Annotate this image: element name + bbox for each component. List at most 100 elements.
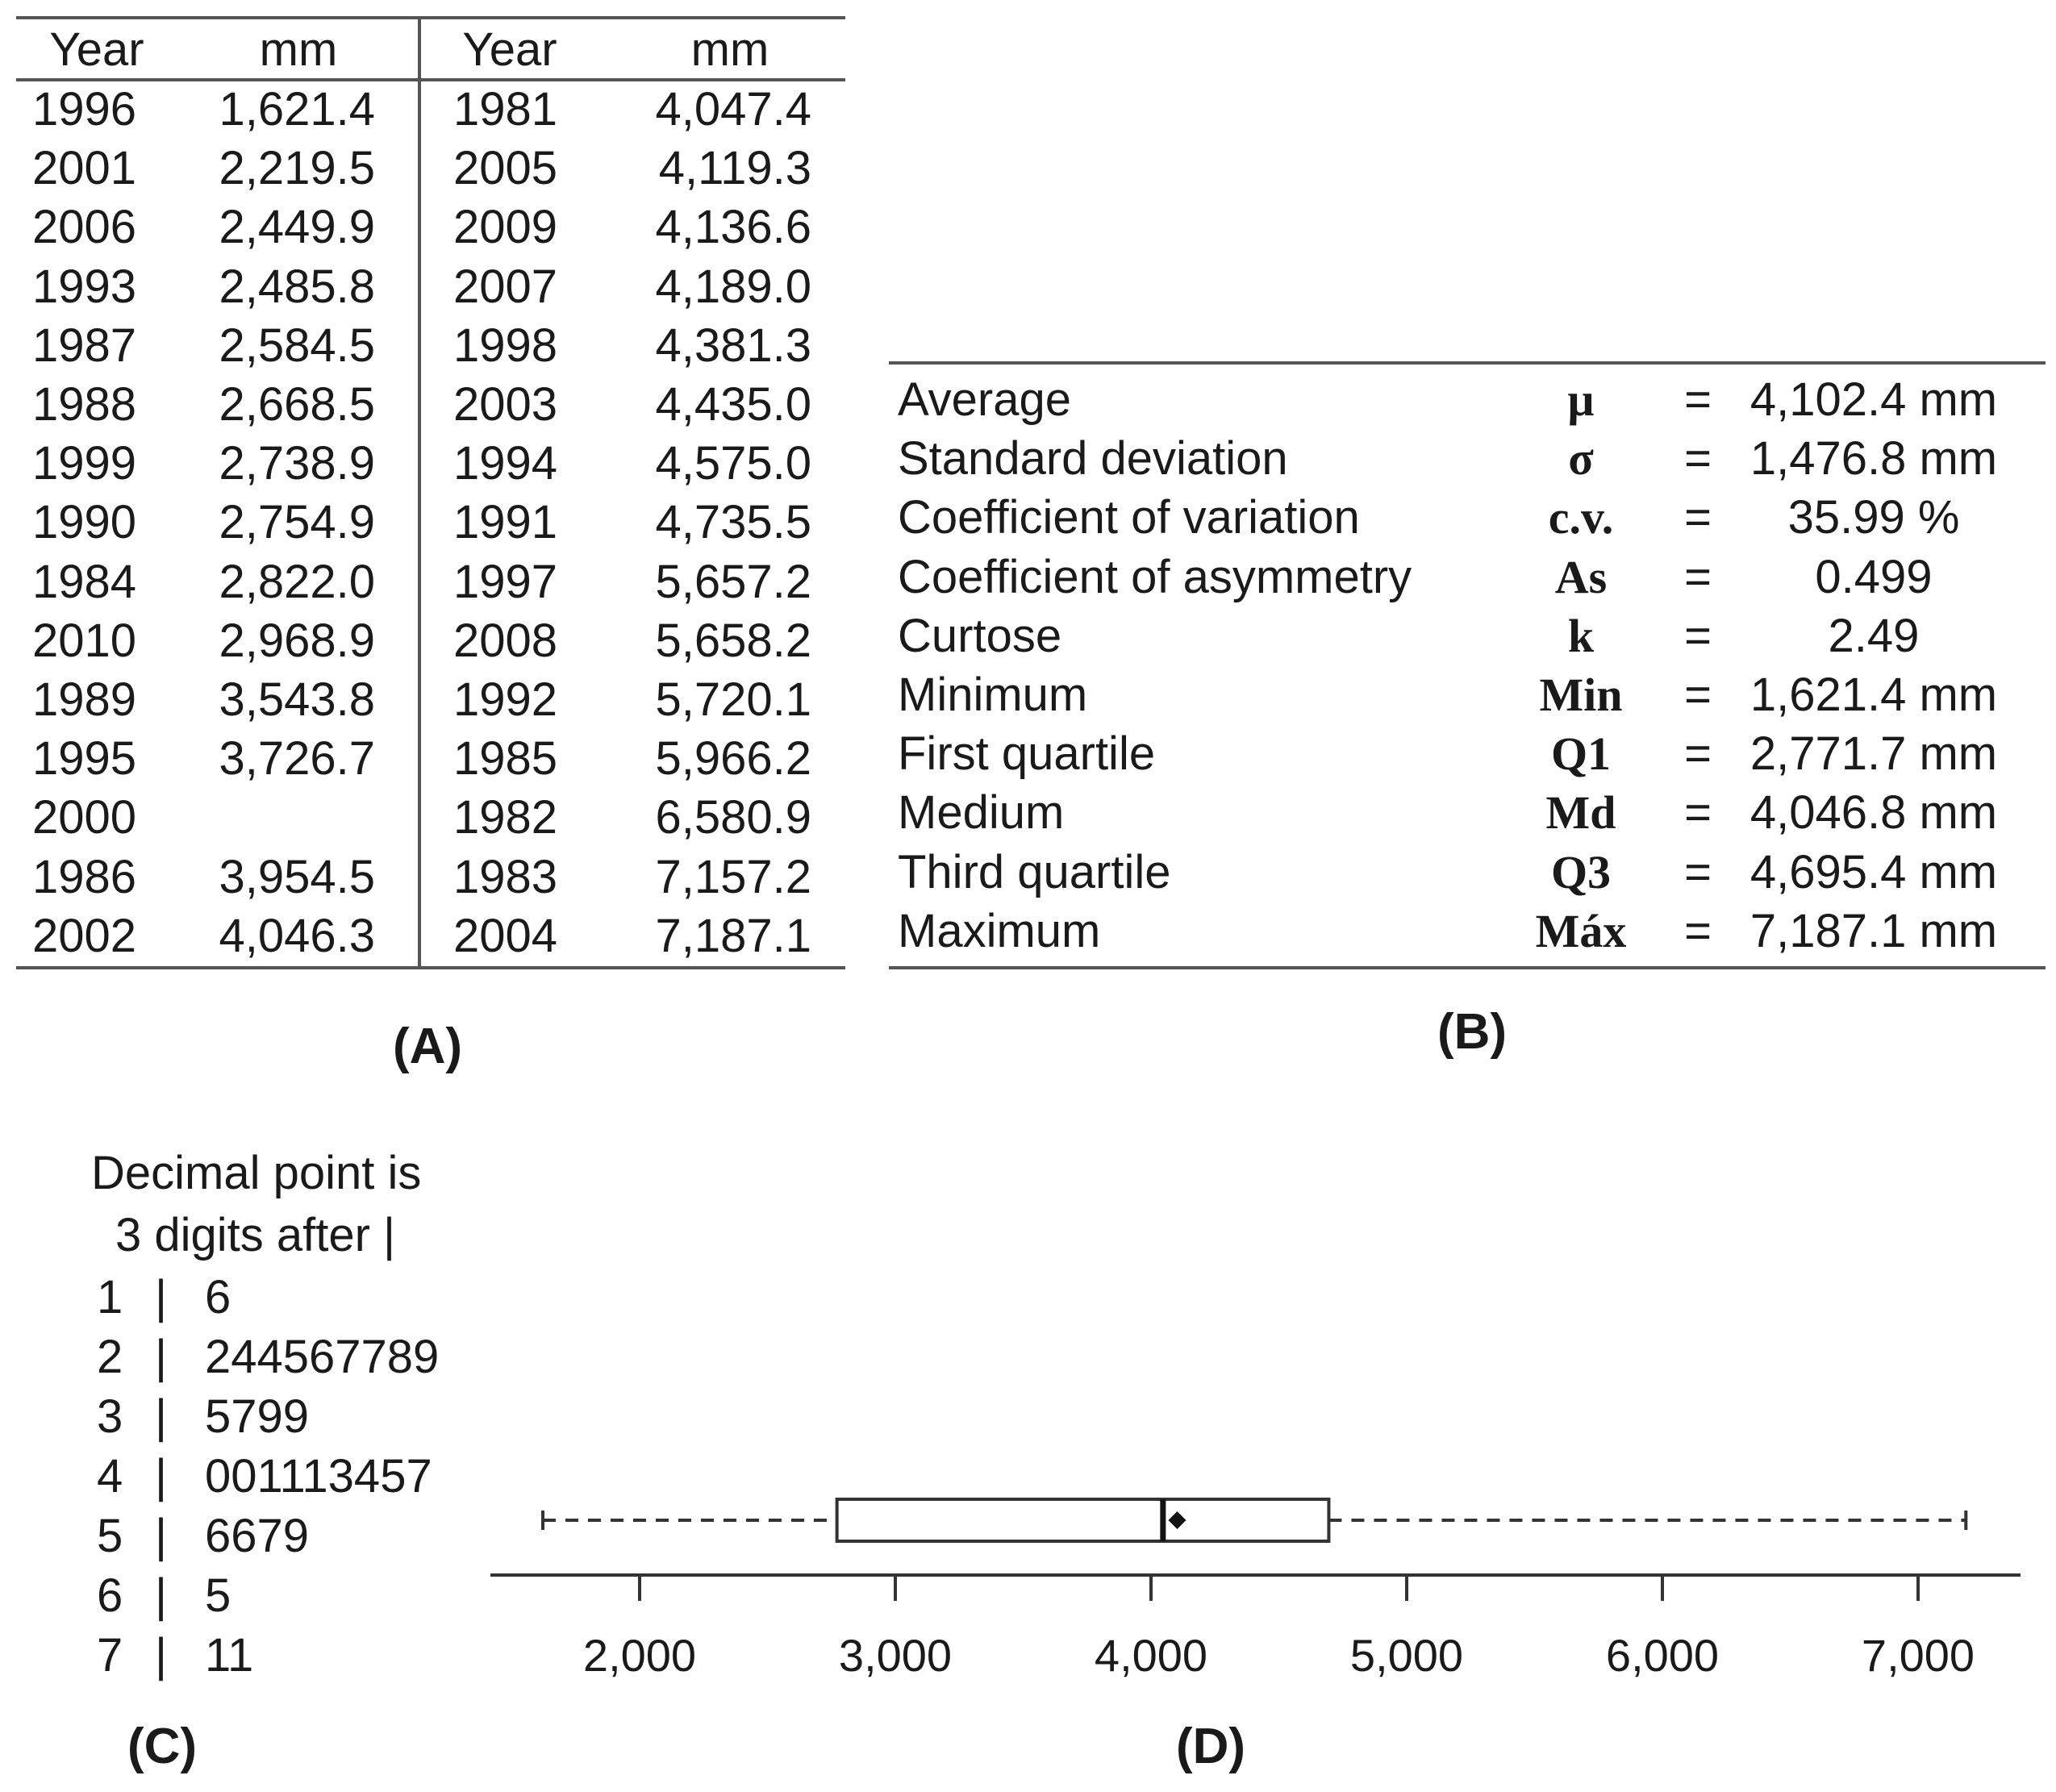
stem-separator: | xyxy=(155,1450,168,1502)
table-a-mm-cell: 2,449.9 xyxy=(219,201,375,254)
panel-c-label: (C) xyxy=(127,1719,198,1774)
stat-value: 4,102.4 mm xyxy=(1749,373,1998,426)
table-a-year-cell: 1996 xyxy=(32,83,137,135)
stem-separator: | xyxy=(155,1569,168,1622)
table-a-header-rule xyxy=(16,78,845,81)
table-a-mm-cell: 3,954.5 xyxy=(219,850,375,903)
stat-symbol: Máx xyxy=(1535,904,1627,957)
table-a-mm-cell: 2,219.5 xyxy=(219,142,375,195)
table-a-year-cell: 2003 xyxy=(453,378,558,431)
stem-value: 6 xyxy=(97,1569,123,1622)
panel-d-label: (D) xyxy=(1176,1719,1246,1774)
table-a-mm-cell: 2,968.9 xyxy=(219,614,375,667)
table-a-mm-cell: 4,046.3 xyxy=(219,909,375,962)
table-a-mm-cell: 4,575.0 xyxy=(655,437,811,490)
stat-value: 4,695.4 mm xyxy=(1749,845,1998,898)
table-a-mm-cell: 4,047.4 xyxy=(655,83,811,135)
leaf-values: 11 xyxy=(205,1629,254,1682)
table-a-year-cell: 2002 xyxy=(32,909,137,962)
stat-value: 0.499 xyxy=(1815,550,1933,603)
stat-symbol: Q3 xyxy=(1550,845,1612,898)
table-a-year-cell: 1997 xyxy=(453,555,558,608)
stat-equals: = xyxy=(1684,845,1712,898)
stat-name: Standard deviation xyxy=(898,432,1288,486)
stat-name: Coefficient of asymmetry xyxy=(898,550,1412,603)
table-a-year-cell: 1993 xyxy=(32,260,137,313)
panel-b-label: (B) xyxy=(1437,1004,1508,1060)
table-a-year-cell: 2004 xyxy=(453,909,558,962)
stat-symbol: μ xyxy=(1567,373,1595,426)
stat-symbol: Md xyxy=(1545,786,1616,840)
stat-symbol: c.v. xyxy=(1548,491,1614,544)
panel-a-label: (A) xyxy=(393,1019,463,1074)
table-b-bottom-rule xyxy=(889,966,2046,969)
table-a-year-cell: 1987 xyxy=(32,319,137,372)
table-a-year-cell: 2000 xyxy=(32,791,137,844)
stat-value: 35.99 % xyxy=(1787,491,1960,544)
stat-equals: = xyxy=(1684,609,1712,662)
table-a-mm-cell: 7,187.1 xyxy=(655,909,811,962)
stat-value: 2,771.7 mm xyxy=(1749,727,1998,781)
table-a-year-cell: 2009 xyxy=(453,201,558,254)
box-plot-tick-label: 6,000 xyxy=(1606,1630,1719,1681)
table-a-year-cell: 1999 xyxy=(32,437,137,490)
stem-separator: | xyxy=(155,1390,168,1443)
stat-value: 2.49 xyxy=(1828,609,1920,662)
stem-value: 1 xyxy=(97,1271,123,1323)
stat-symbol: Q1 xyxy=(1550,727,1612,781)
table-a-mm-cell: 4,189.0 xyxy=(655,260,811,313)
table-a-mm-cell: 4,435.0 xyxy=(655,378,811,431)
table-a-mm-cell: 4,136.6 xyxy=(655,201,811,254)
stat-equals: = xyxy=(1684,669,1712,721)
table-a-year-cell: 1988 xyxy=(32,378,137,431)
table-a-header-mm-2: mm xyxy=(690,23,769,76)
stat-name: Maximum xyxy=(898,904,1101,957)
table-a-mm-cell: 2,584.5 xyxy=(219,319,375,372)
stem-value: 3 xyxy=(97,1390,123,1443)
table-a-mm-cell: 6,580.9 xyxy=(655,791,811,844)
stat-name: Third quartile xyxy=(898,845,1171,898)
box-plot-iqr-box xyxy=(835,1498,1331,1543)
box-plot-ticks: 2,000 3,000 4,000 5,000 6,000 7,000 xyxy=(583,1575,1975,1681)
stem-separator: | xyxy=(155,1271,168,1323)
stem-leaf-title-line-2: 3 digits after | xyxy=(115,1209,396,1261)
stem-separator: | xyxy=(155,1629,168,1682)
stem-value: 4 xyxy=(97,1450,123,1502)
table-a-mm-cell: 4,119.3 xyxy=(658,142,811,195)
stat-symbol: k xyxy=(1567,609,1595,662)
stat-symbol: Min xyxy=(1539,669,1623,721)
table-a-year-cell: 1998 xyxy=(453,319,558,372)
table-a-year-cell: 1990 xyxy=(32,496,137,549)
table-a-year-cell: 2005 xyxy=(453,142,558,195)
box-plot-tick-label: 2,000 xyxy=(583,1630,696,1681)
table-a-year-cell: 1981 xyxy=(453,83,558,135)
table-a-header-year-1: Year xyxy=(49,23,144,76)
box-plot-tick-label: 4,000 xyxy=(1095,1630,1207,1681)
stem-separator: | xyxy=(155,1510,168,1562)
stat-equals: = xyxy=(1684,373,1712,426)
table-a-mm-cell: 2,485.8 xyxy=(219,260,375,313)
stat-name: Minimum xyxy=(898,669,1088,721)
stat-name: Curtose xyxy=(898,609,1062,662)
leaf-values: 5799 xyxy=(205,1390,310,1443)
table-a-year-cell: 1995 xyxy=(32,732,137,786)
table-a-mm-cell: 1,621.4 xyxy=(219,83,375,135)
table-a-mm-cell: 2,754.9 xyxy=(219,496,375,549)
stem-leaf-title-line-1: Decimal point is xyxy=(91,1147,422,1199)
stat-equals: = xyxy=(1684,491,1712,544)
table-a-year-cell: 1983 xyxy=(453,850,558,903)
box-plot-tick-label: 7,000 xyxy=(1862,1630,1975,1681)
stat-name: Coefficient of variation xyxy=(898,491,1360,544)
leaf-values: 6 xyxy=(205,1271,231,1323)
stem-value: 5 xyxy=(97,1510,123,1562)
table-a-header-year-2: Year xyxy=(462,23,557,76)
box-plot-tick-label: 5,000 xyxy=(1350,1630,1463,1681)
table-a-year-cell: 2006 xyxy=(32,201,137,254)
stat-equals: = xyxy=(1684,727,1712,781)
leaf-values: 244567789 xyxy=(205,1331,440,1383)
table-a-mm-cell: 4,381.3 xyxy=(655,319,811,372)
stat-name: Medium xyxy=(898,786,1065,840)
table-a-year-cell: 2008 xyxy=(453,614,558,667)
table-a-mm-cell: 5,966.2 xyxy=(655,732,811,786)
table-a-year-cell: 1994 xyxy=(453,437,558,490)
